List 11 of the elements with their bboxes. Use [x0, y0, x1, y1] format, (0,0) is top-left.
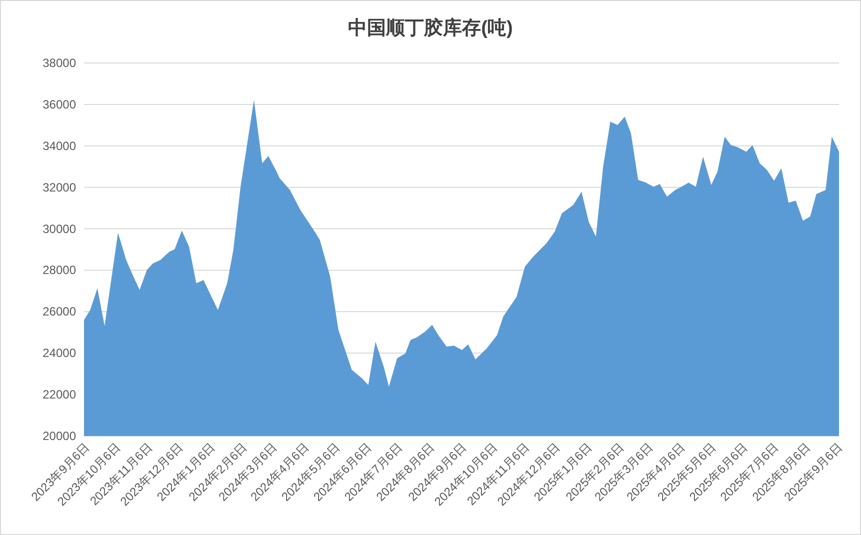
- y-tick-label: 20000: [42, 429, 76, 443]
- y-tick-label: 38000: [42, 56, 76, 70]
- y-tick-label: 36000: [42, 97, 76, 112]
- y-tick-label: 32000: [42, 180, 76, 194]
- y-tick-label: 30000: [42, 222, 76, 236]
- y-tick-label: 34000: [42, 138, 76, 153]
- y-tick-label: 24000: [42, 346, 76, 360]
- y-tick-label: 22000: [42, 388, 76, 402]
- y-tick-label: 28000: [42, 263, 76, 278]
- chart-title: 中国顺丁胶库存(吨): [348, 17, 513, 39]
- y-tick-label: 26000: [42, 304, 76, 319]
